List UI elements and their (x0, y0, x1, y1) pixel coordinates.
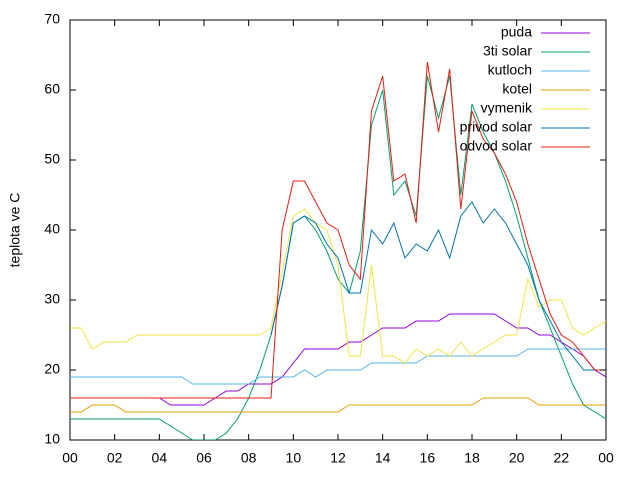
series-line (70, 208, 606, 364)
legend-label: kutloch (488, 62, 532, 78)
x-tick-label: 18 (464, 450, 480, 466)
x-tick-label: 06 (196, 450, 212, 466)
x-tick-label: 16 (420, 450, 436, 466)
legend-label: kotel (502, 81, 532, 97)
x-tick-label: 04 (152, 450, 168, 466)
x-tick-label: 12 (330, 450, 346, 466)
series-line (70, 313, 606, 406)
series-line (270, 201, 606, 371)
legend-label: vymenik (481, 100, 533, 116)
x-tick-label: 08 (241, 450, 257, 466)
x-tick-label: 20 (509, 450, 525, 466)
legend-label: 3ti solar (483, 43, 532, 59)
y-tick-label: 60 (44, 81, 60, 97)
legend-label: puda (501, 24, 532, 40)
x-tick-label: 00 (598, 450, 614, 466)
series-line (70, 61, 606, 399)
x-tick-label: 10 (286, 450, 302, 466)
y-tick-label: 50 (44, 151, 60, 167)
series-line (70, 75, 606, 440)
legend-label: odvod solar (460, 138, 533, 154)
series-line (70, 348, 606, 385)
x-tick-label: 22 (554, 450, 570, 466)
y-tick-label: 20 (44, 361, 60, 377)
y-tick-label: 30 (44, 291, 60, 307)
series-line (70, 397, 606, 413)
plot-area (70, 61, 606, 440)
legend-label: privod solar (460, 119, 533, 135)
x-tick-label: 14 (375, 450, 391, 466)
y-tick-label: 70 (44, 11, 60, 27)
x-tick-label: 02 (107, 450, 123, 466)
x-tick-label: 00 (62, 450, 78, 466)
y-tick-label: 40 (44, 221, 60, 237)
y-axis-label: teplota ve C (7, 193, 23, 268)
y-tick-label: 10 (44, 431, 60, 447)
